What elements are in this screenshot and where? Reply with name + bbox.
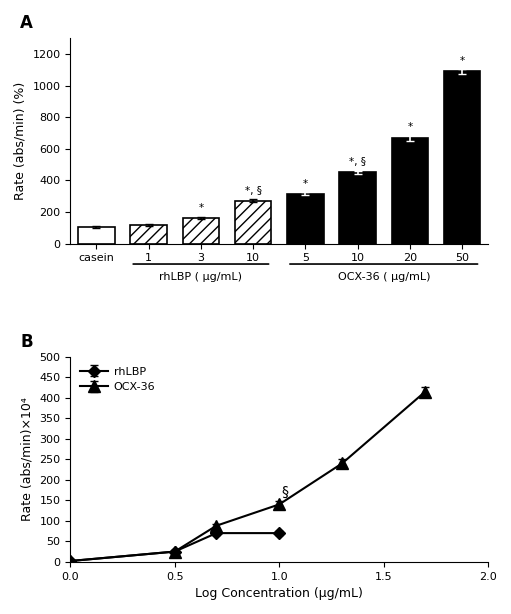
Text: A: A [20, 14, 33, 32]
Text: *: * [198, 203, 203, 214]
Bar [182, 218, 219, 244]
Legend: rhLBP, OCX-36: rhLBP, OCX-36 [76, 362, 160, 397]
Bar [287, 194, 323, 244]
Text: B: B [20, 333, 33, 351]
Bar [235, 201, 271, 244]
Text: *, §: *, § [349, 157, 366, 168]
Y-axis label: Rate (abs/min) (%): Rate (abs/min) (%) [14, 82, 27, 200]
Y-axis label: Rate (abs/min)×10⁴: Rate (abs/min)×10⁴ [21, 397, 34, 521]
Text: OCX-36 ( μg/mL): OCX-36 ( μg/mL) [337, 272, 430, 282]
Text: *, §: *, § [245, 186, 262, 196]
Bar [78, 227, 114, 244]
X-axis label: Log Concentration (μg/mL): Log Concentration (μg/mL) [195, 587, 363, 600]
Text: *: * [459, 56, 464, 66]
Text: §: § [282, 485, 288, 499]
Bar [444, 71, 480, 244]
Bar [339, 173, 376, 244]
Bar [130, 225, 167, 244]
Text: *: * [407, 122, 412, 132]
Text: rhLBP ( μg/mL): rhLBP ( μg/mL) [159, 272, 242, 282]
Text: *: * [303, 179, 308, 189]
Bar [391, 138, 428, 244]
